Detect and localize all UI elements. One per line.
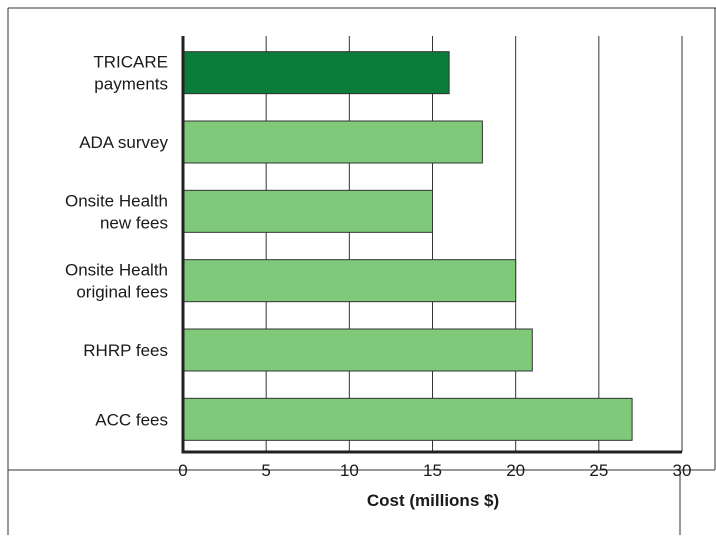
- category-labels: TRICARE payments ADA survey Onsite Health ne…: [65, 53, 168, 430]
- bar: [182, 259, 517, 303]
- x-tick-label: 30: [673, 461, 692, 480]
- category-label: payments: [94, 75, 168, 94]
- category-label: new fees: [100, 213, 168, 232]
- category-label: Onsite Health: [65, 191, 168, 210]
- bar: [182, 397, 633, 441]
- grid-lines: [265, 36, 683, 452]
- bar: [182, 120, 483, 164]
- x-tick-labels: 0 5 10 15 20 25 30: [178, 461, 691, 480]
- axes: [181, 36, 682, 454]
- bar: [182, 328, 533, 372]
- category-label: RHRP fees: [83, 341, 168, 360]
- x-axis-title: Cost (millions $): [367, 491, 499, 510]
- bar: [182, 51, 450, 95]
- category-label: ACC fees: [95, 410, 168, 429]
- x-tick-label: 25: [589, 461, 608, 480]
- bars: [182, 51, 633, 441]
- x-tick-label: 5: [261, 461, 270, 480]
- category-label: original fees: [76, 283, 168, 302]
- category-label: ADA survey: [79, 133, 168, 152]
- x-tick-label: 20: [506, 461, 525, 480]
- x-tick-label: 0: [178, 461, 187, 480]
- x-tick-label: 10: [340, 461, 359, 480]
- bar: [182, 189, 433, 233]
- x-tick-label: 15: [423, 461, 442, 480]
- category-label: TRICARE: [93, 53, 168, 72]
- category-label: Onsite Health: [65, 261, 168, 280]
